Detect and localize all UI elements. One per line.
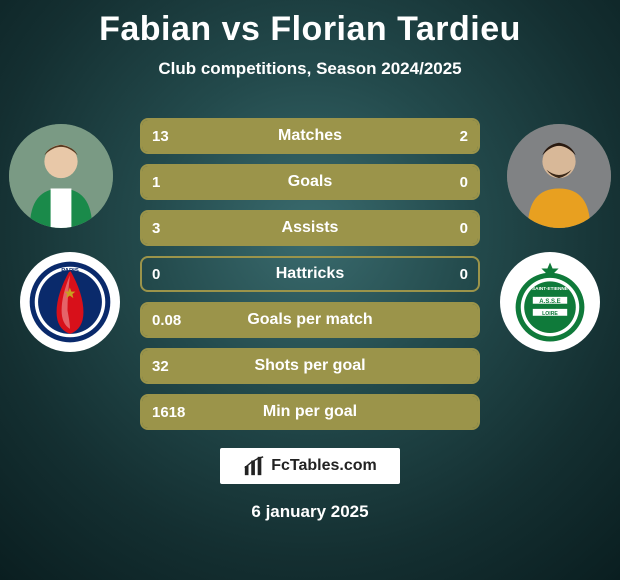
club-right-badge: A.S.S.E LOIRE SAINT-ETIENNE: [500, 252, 600, 352]
stats-table: 13 Matches 2 1 Goals 0 3 Assists 0 0 Hat…: [140, 118, 480, 440]
bars-icon: [243, 455, 265, 477]
page-title: Fabian vs Florian Tardieu: [0, 10, 620, 49]
stat-row: 1 Goals 0: [140, 164, 480, 200]
content-wrap: Fabian vs Florian Tardieu Club competiti…: [0, 0, 620, 580]
stat-value-right: 0: [460, 258, 468, 290]
club-left-badge: PARIS: [20, 252, 120, 352]
psg-logo-icon: PARIS: [28, 260, 112, 344]
svg-text:LOIRE: LOIRE: [542, 311, 558, 317]
stat-label: Matches: [142, 120, 478, 152]
stat-value-right: 2: [460, 120, 468, 152]
stat-row: 32 Shots per goal: [140, 348, 480, 384]
svg-text:A.S.S.E: A.S.S.E: [539, 299, 560, 305]
stat-label: Min per goal: [142, 396, 478, 428]
stat-row: 0 Hattricks 0: [140, 256, 480, 292]
stat-label: Assists: [142, 212, 478, 244]
player-left-icon: [9, 124, 113, 228]
stat-row: 0.08 Goals per match: [140, 302, 480, 338]
stat-label: Goals: [142, 166, 478, 198]
saint-etienne-logo-icon: A.S.S.E LOIRE SAINT-ETIENNE: [507, 259, 593, 345]
date-label: 6 january 2025: [0, 502, 620, 522]
player-right-icon: [507, 124, 611, 228]
svg-text:SAINT-ETIENNE: SAINT-ETIENNE: [532, 286, 568, 292]
stat-value-right: 0: [460, 212, 468, 244]
subtitle: Club competitions, Season 2024/2025: [0, 59, 620, 79]
player-right-avatar: [507, 124, 611, 228]
stat-row: 1618 Min per goal: [140, 394, 480, 430]
stat-label: Goals per match: [142, 304, 478, 336]
stat-label: Shots per goal: [142, 350, 478, 382]
stat-label: Hattricks: [142, 258, 478, 290]
fctables-label: FcTables.com: [271, 457, 377, 475]
stat-value-right: 0: [460, 166, 468, 198]
stat-row: 13 Matches 2: [140, 118, 480, 154]
svg-text:PARIS: PARIS: [61, 268, 79, 274]
fctables-badge: FcTables.com: [220, 448, 400, 484]
player-left-avatar: [9, 124, 113, 228]
stat-row: 3 Assists 0: [140, 210, 480, 246]
